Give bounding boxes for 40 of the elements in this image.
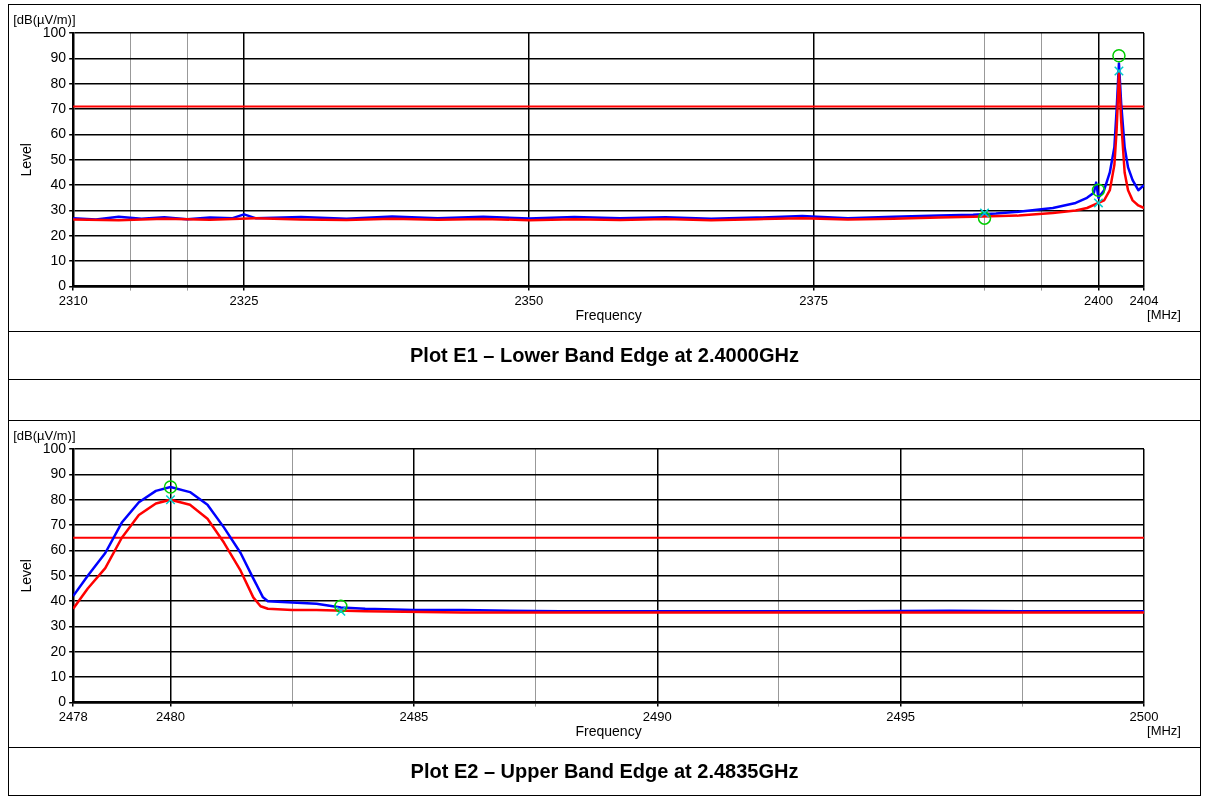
y-tick-label: 50 bbox=[50, 566, 67, 583]
text: [MHz] bbox=[1147, 722, 1181, 738]
y-tick-label: 60 bbox=[50, 541, 67, 558]
x-tick-label: 2500 bbox=[1129, 708, 1159, 724]
y-tick-label: 0 bbox=[58, 693, 67, 710]
y-tick-label: 70 bbox=[50, 99, 67, 116]
x-tick-label: 2310 bbox=[58, 292, 88, 308]
y-tick-label: 40 bbox=[50, 592, 67, 609]
x-tick-label: 2350 bbox=[514, 292, 544, 308]
text: Plot E1 – Lower Band Edge at 2.4000GHz bbox=[8, 331, 1201, 380]
x-tick-label: 2404 bbox=[1129, 292, 1159, 308]
text: Plot E2 – Upper Band Edge at 2.4835GHz bbox=[8, 747, 1201, 796]
y-tick-label: 30 bbox=[50, 617, 67, 634]
y-tick-label: 40 bbox=[50, 176, 67, 193]
y-tick-label: 30 bbox=[50, 201, 67, 218]
y-tick-label: 60 bbox=[50, 125, 67, 142]
y-tick-label: 80 bbox=[50, 490, 67, 507]
x-tick-label: 2325 bbox=[229, 292, 259, 308]
x-tick-label: 2375 bbox=[799, 292, 829, 308]
x-tick-label: 2495 bbox=[886, 708, 916, 724]
y-tick-label: 10 bbox=[50, 668, 67, 685]
y-tick-label: 50 bbox=[50, 150, 67, 167]
y-tick-label: 0 bbox=[58, 277, 67, 294]
text: [MHz] bbox=[1147, 306, 1181, 322]
y-tick-label: 20 bbox=[50, 642, 67, 659]
y-tick-label: 70 bbox=[50, 515, 67, 532]
x-tick-label: 2485 bbox=[399, 708, 429, 724]
x-axis-title: Frequency bbox=[575, 723, 642, 740]
x-tick-label: 2478 bbox=[58, 708, 88, 724]
y-axis-title: Level bbox=[18, 143, 35, 177]
x-tick-label: 2480 bbox=[156, 708, 185, 724]
x-tick-label: 2400 bbox=[1083, 292, 1113, 308]
x-tick-label: 2490 bbox=[642, 708, 672, 724]
y-tick-label: 90 bbox=[50, 49, 67, 66]
x-axis-title: Frequency bbox=[575, 307, 642, 324]
y-tick-label: 10 bbox=[50, 252, 67, 269]
y-axis-title: Level bbox=[18, 559, 35, 593]
y-tick-label: 20 bbox=[50, 226, 67, 243]
y-tick-label: 90 bbox=[50, 465, 67, 482]
y-tick-label: 80 bbox=[50, 74, 67, 91]
